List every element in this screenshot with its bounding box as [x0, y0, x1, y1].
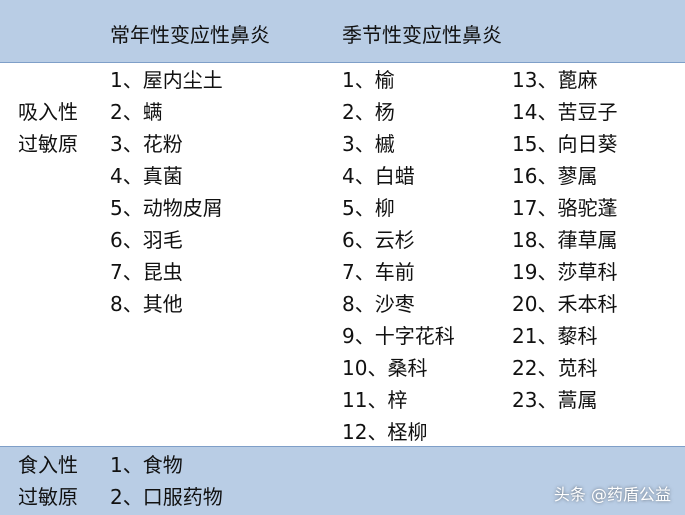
seasonal-item: 12、柽柳 [342, 420, 428, 444]
rule [0, 62, 685, 63]
column-header: 季节性变应性鼻炎 [342, 23, 502, 47]
perennial-item: 4、真菌 [110, 164, 183, 188]
perennial-item: 3、花粉 [110, 132, 183, 156]
seasonal-item: 6、云杉 [342, 228, 415, 252]
seasonal-item: 7、车前 [342, 260, 415, 284]
perennial-item: 2、口服药物 [110, 485, 223, 509]
seasonal-item: 14、苦豆子 [512, 100, 618, 124]
seasonal-item: 5、柳 [342, 196, 395, 220]
watermark: 头条 @药盾公益 [553, 485, 671, 504]
seasonal-item: 17、骆驼蓬 [512, 196, 618, 220]
seasonal-item: 18、葎草属 [512, 228, 618, 252]
row-label: 食入性 [18, 453, 78, 477]
perennial-item: 2、螨 [110, 100, 163, 124]
seasonal-item: 20、禾本科 [512, 292, 618, 316]
row-label: 过敏原 [18, 132, 78, 156]
row-label: 过敏原 [18, 485, 78, 509]
seasonal-item: 9、十字花科 [342, 324, 455, 348]
seasonal-item: 23、蒿属 [512, 388, 598, 412]
column-header: 常年性变应性鼻炎 [110, 23, 270, 47]
seasonal-item: 3、槭 [342, 132, 395, 156]
seasonal-item: 19、莎草科 [512, 260, 618, 284]
seasonal-item: 22、苋科 [512, 356, 598, 380]
seasonal-item: 10、桑科 [342, 356, 428, 380]
seasonal-item: 8、沙枣 [342, 292, 415, 316]
row-label: 吸入性 [18, 100, 78, 124]
seasonal-item: 16、蓼属 [512, 164, 598, 188]
perennial-item: 8、其他 [110, 292, 183, 316]
perennial-item: 1、食物 [110, 453, 183, 477]
seasonal-item: 11、梓 [342, 388, 408, 412]
seasonal-item: 2、杨 [342, 100, 395, 124]
seasonal-item: 21、藜科 [512, 324, 598, 348]
seasonal-item: 13、蓖麻 [512, 68, 598, 92]
seasonal-item: 1、榆 [342, 68, 395, 92]
seasonal-item: 15、向日葵 [512, 132, 618, 156]
perennial-item: 5、动物皮屑 [110, 196, 223, 220]
footer-band [0, 446, 685, 515]
header-band [0, 0, 685, 62]
seasonal-item: 4、白蜡 [342, 164, 415, 188]
perennial-item: 1、屋内尘土 [110, 68, 223, 92]
perennial-item: 7、昆虫 [110, 260, 183, 284]
rule [0, 446, 685, 447]
perennial-item: 6、羽毛 [110, 228, 183, 252]
